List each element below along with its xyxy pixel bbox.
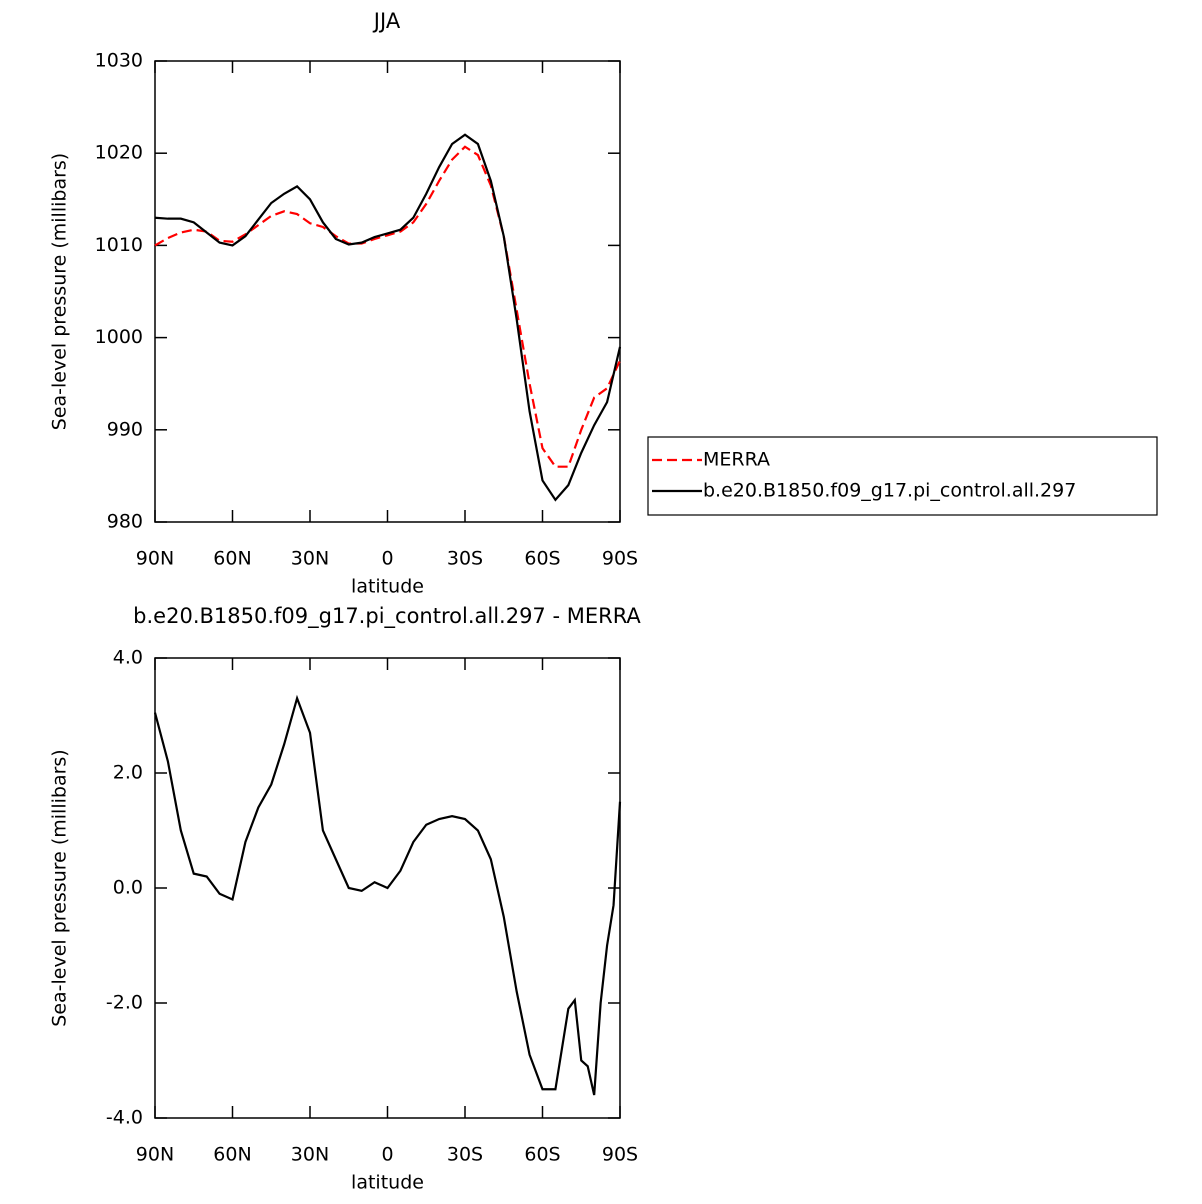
y-tick-label: 1000 [95, 326, 143, 348]
y-tick-label: 0.0 [113, 877, 143, 899]
x-tick-label: 90S [602, 548, 638, 570]
data-line [153, 694, 622, 1096]
x-tick-label: 90S [602, 1144, 638, 1166]
y-tick-label: 1030 [95, 50, 143, 72]
legend-label: MERRA [703, 449, 770, 471]
y-tick-label: -2.0 [106, 992, 143, 1014]
x-tick-label: 60N [213, 1144, 251, 1166]
data-line [154, 133, 622, 502]
x-axis-label: latitude [351, 1172, 424, 1194]
x-axis-label: latitude [351, 576, 424, 598]
x-tick-label: 60N [213, 548, 251, 570]
y-axis-label: Sea-level pressure (millibars) [49, 749, 71, 1026]
x-tick-label: 90N [136, 548, 174, 570]
y-tick-label: 1010 [95, 234, 143, 256]
y-tick-label: 4.0 [113, 647, 143, 669]
x-tick-label: 0 [381, 548, 393, 570]
x-tick-label: 30S [447, 548, 483, 570]
chart-title: JJA [372, 9, 401, 33]
x-tick-label: 60S [524, 548, 560, 570]
chart-title: b.e20.B1850.f09_g17.pi_control.all.297 -… [133, 604, 641, 629]
data-line [154, 145, 621, 468]
plot-frame [154, 60, 621, 523]
y-tick-label: 1020 [95, 142, 143, 164]
y-tick-label: 2.0 [113, 762, 143, 784]
y-tick-label: 990 [107, 418, 143, 440]
y-tick-label: 980 [107, 511, 143, 533]
x-tick-label: 90N [136, 1144, 174, 1166]
x-tick-label: 60S [524, 1144, 560, 1166]
x-tick-label: 0 [381, 1144, 393, 1166]
legend-box [647, 436, 1158, 516]
x-tick-label: 30N [291, 1144, 329, 1166]
legend-label: b.e20.B1850.f09_g17.pi_control.all.297 [703, 480, 1076, 502]
x-tick-label: 30N [291, 548, 329, 570]
y-axis-label: Sea-level pressure (millibars) [49, 153, 71, 430]
x-tick-label: 30S [447, 1144, 483, 1166]
y-tick-label: -4.0 [106, 1107, 143, 1129]
